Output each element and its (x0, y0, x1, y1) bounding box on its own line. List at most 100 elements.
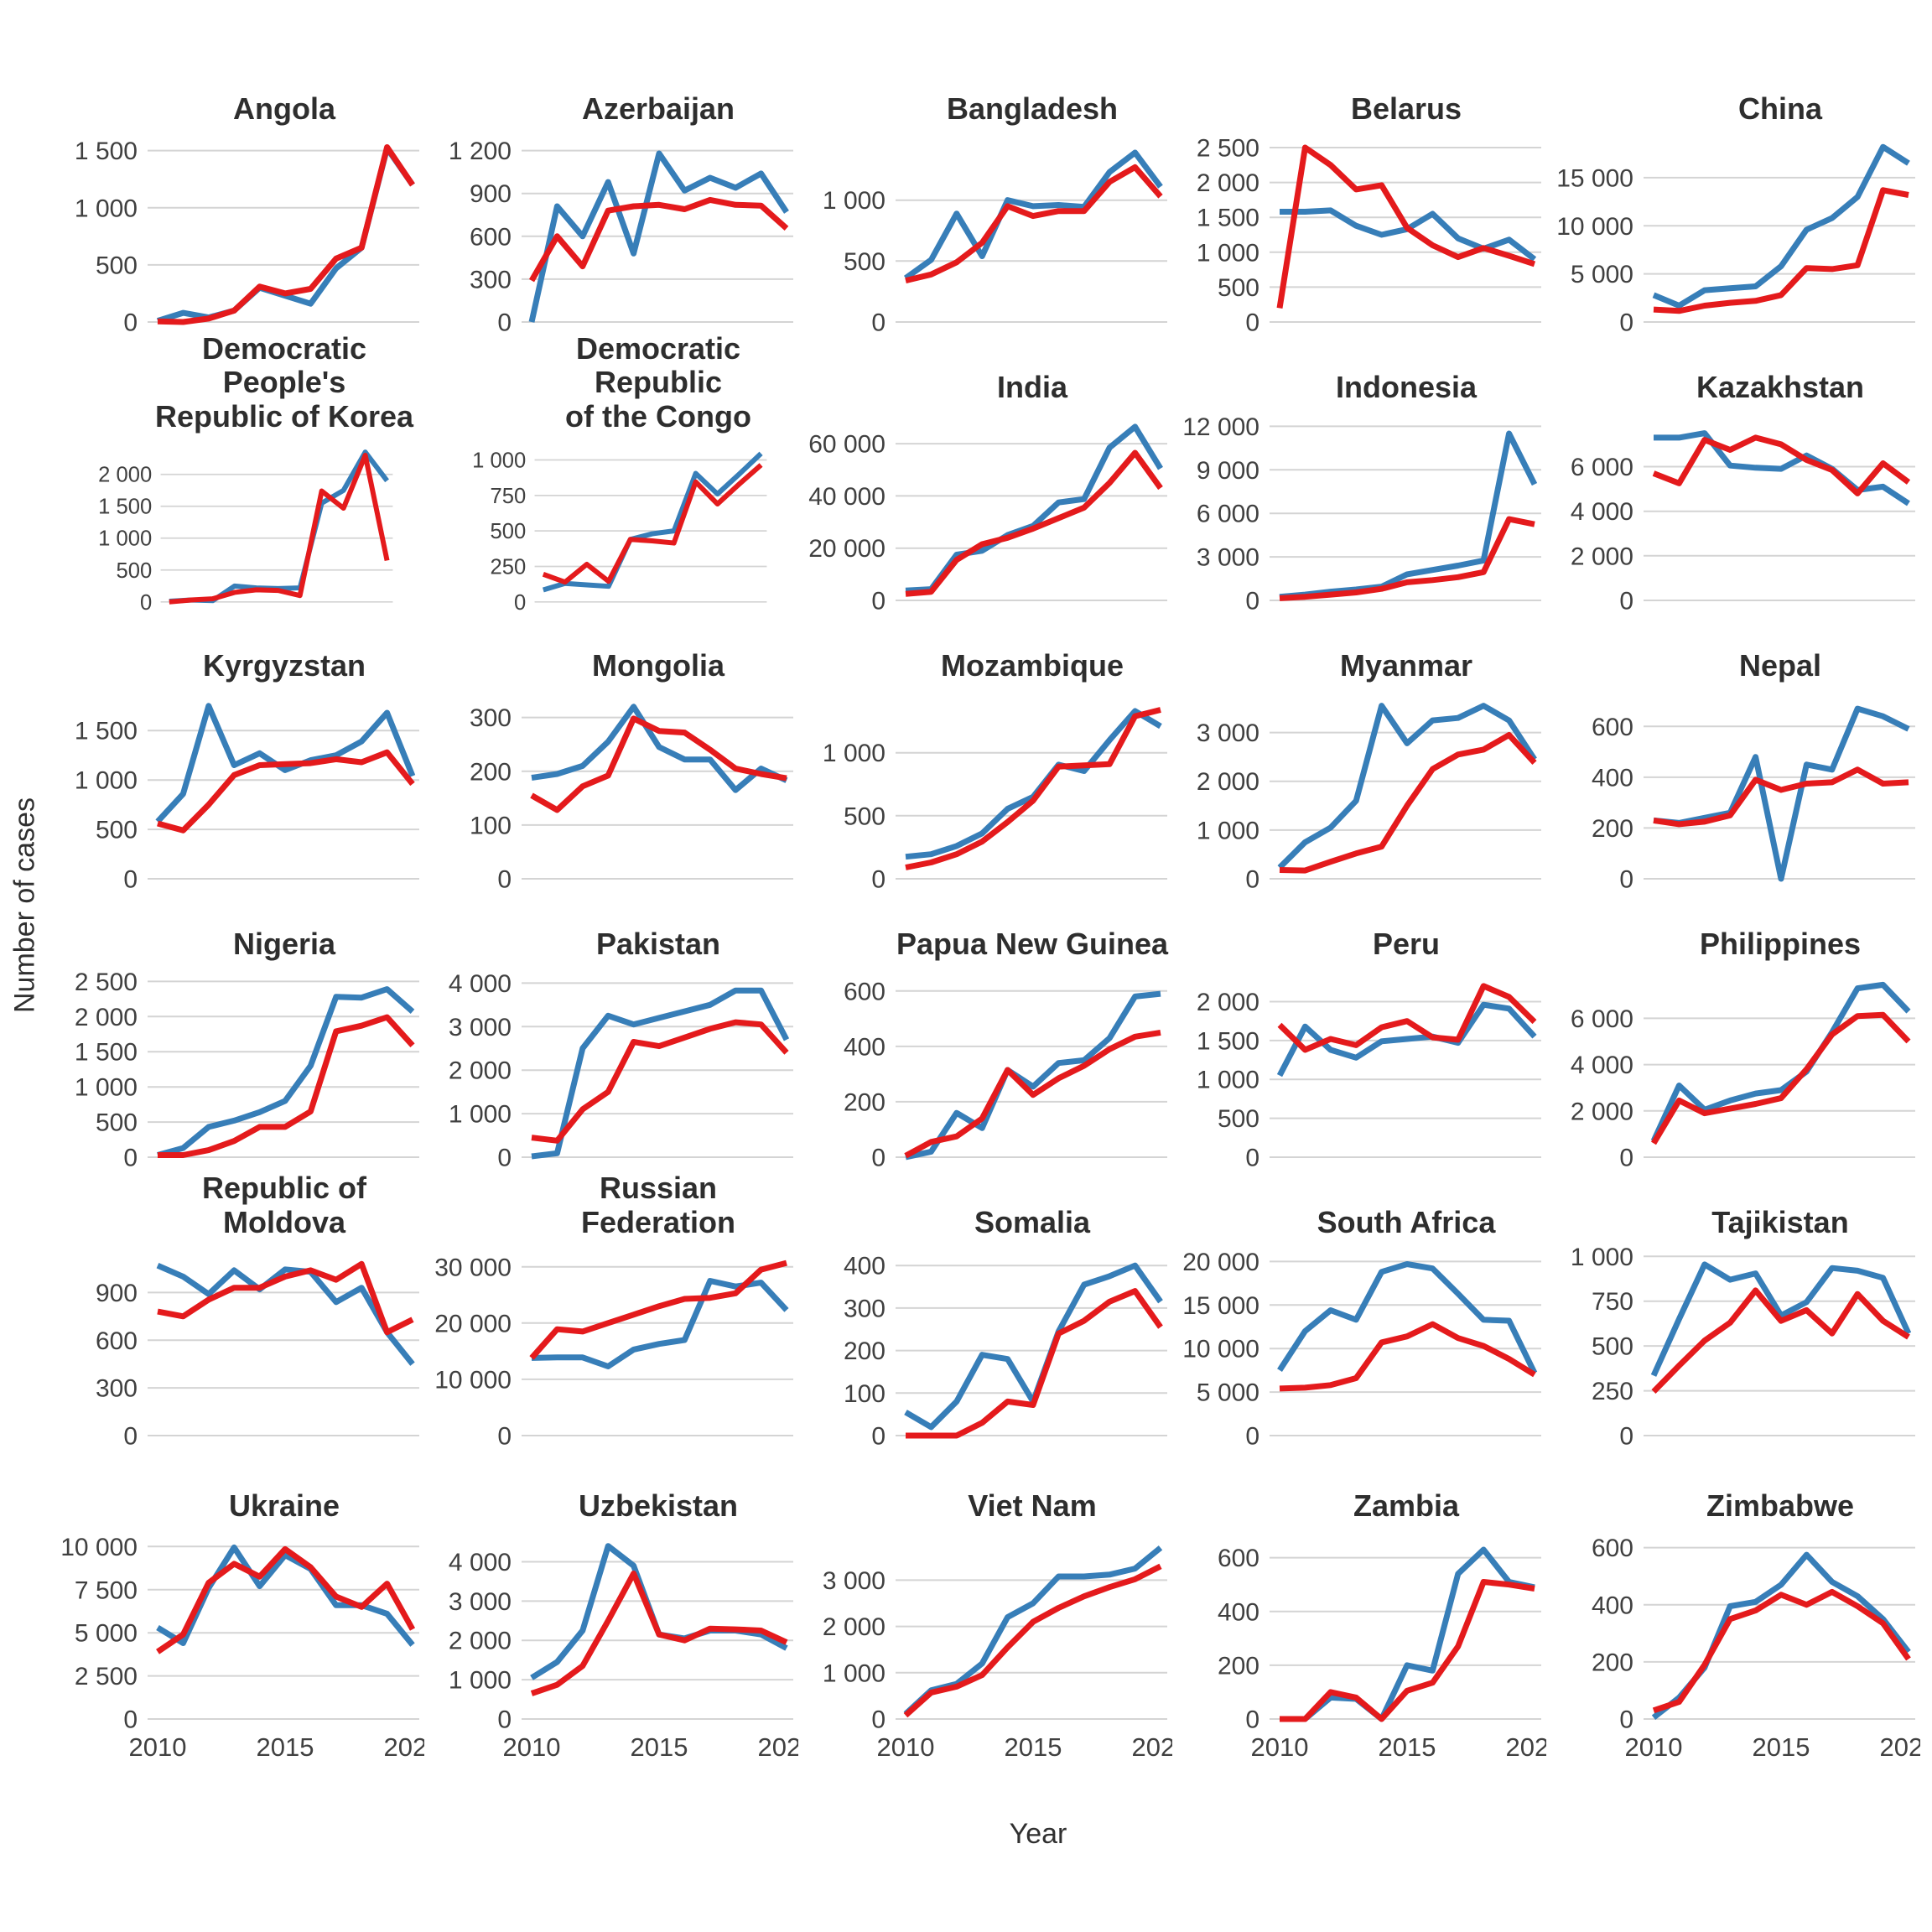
y-tick-label: 2 000 (1197, 768, 1259, 796)
y-tick-label: 0 (497, 866, 512, 890)
facet-title: Pakistan (595, 926, 721, 961)
y-tick-label: 3 000 (1197, 544, 1259, 572)
x-tick-label: 2015 (631, 1732, 688, 1762)
facet-plot: 0 5 000 10 000 15 000 20 000 (1182, 1249, 1541, 1446)
facet-title: Russian Federation (580, 1171, 736, 1239)
y-tick-label: 10 000 (434, 1366, 512, 1394)
series-red-line (905, 449, 1163, 597)
facet-zimbabwe: Zimbabwe 0 200 400 600 2010 2015 2020 (1546, 1446, 1920, 1773)
y-tick-label: 1 000 (1197, 1067, 1259, 1094)
y-tick-label: 200 (1218, 1652, 1259, 1680)
facet-zambia: Zambia 0 200 400 600 2010 2015 2020 (1172, 1446, 1546, 1773)
y-tick-label: 400 (844, 1253, 886, 1280)
facet-plot: 0 500 1 000 (823, 149, 1167, 332)
series-blue-line (905, 990, 1161, 1161)
y-tick-label: 600 (1592, 1535, 1633, 1562)
y-tick-label: 2 000 (823, 1613, 886, 1641)
facet-plot: 0 1 000 2 000 3 000 (1197, 703, 1541, 889)
facet-tajikistan: Tajikistan 0 250 500 750 1 000 (1546, 1167, 1920, 1446)
facet-plot: 0 500 1 000 1 500 2 000 (1197, 983, 1541, 1168)
y-tick-label: 2 000 (1197, 169, 1259, 197)
facet-title: Papua New Guinea (896, 926, 1169, 961)
facet-indonesia: Indonesia 0 3 000 6 000 9 000 12 000 (1172, 332, 1546, 610)
y-tick-label: 5 000 (1571, 261, 1633, 288)
x-tick-label: 2020 (758, 1732, 798, 1762)
series-red-line (905, 707, 1161, 870)
x-tick-label: 2015 (1379, 1732, 1436, 1762)
y-tick-label: 5 000 (75, 1620, 138, 1648)
y-tick-label: 0 (497, 309, 512, 333)
y-tick-label: 20 000 (1182, 1249, 1259, 1276)
facet-grid: Angola 0 500 1 000 1 500 Azerbaijan 0 300 600 900… (50, 54, 1920, 1773)
y-tick-label: 1 000 (823, 740, 886, 767)
facet-title: India (996, 369, 1067, 404)
y-tick-label: 500 (1218, 274, 1259, 302)
x-tick-label: 2010 (1251, 1732, 1309, 1762)
y-tick-label: 6 000 (1197, 501, 1259, 528)
y-tick-label: 200 (844, 1337, 886, 1365)
series-red-line (1652, 434, 1911, 496)
series-blue-line (528, 150, 789, 323)
y-tick-label: 0 (1619, 309, 1633, 333)
y-tick-label: 500 (844, 802, 886, 830)
facet-title: Peru (1372, 926, 1441, 961)
series-red-line (1279, 516, 1535, 601)
y-tick-label: 7 500 (75, 1576, 138, 1604)
series-red-line (157, 1260, 414, 1336)
y-tick-label: 600 (96, 1327, 138, 1355)
series-red-line (158, 1014, 415, 1158)
y-tick-label: 0 (1245, 1706, 1259, 1734)
series-blue-line (155, 703, 416, 824)
series-red-line (1279, 732, 1537, 874)
series-blue-line (905, 423, 1163, 594)
series-red-line (1276, 144, 1536, 309)
series-red-line (1280, 1579, 1535, 1722)
y-tick-label: 0 (140, 591, 152, 610)
facet-plot: 0 10 000 20 000 30 000 (434, 1254, 793, 1446)
facet-belarus: Belarus 0 500 1 000 1 500 2 000 2 500 (1172, 54, 1546, 332)
facet-title: Viet Nam (968, 1488, 1097, 1523)
y-tick-label: 500 (96, 252, 138, 279)
series-red-line (530, 1571, 788, 1696)
facet-plot: 0 500 1 000 1 500 2 000 2 500 (1197, 135, 1541, 333)
y-tick-label: 1 200 (449, 138, 512, 165)
y-tick-label: 2 500 (75, 1663, 138, 1690)
series-blue-line (157, 986, 415, 1158)
x-tick-label: 2020 (1880, 1732, 1920, 1762)
facet-title: Democratic People's Republic of Korea (154, 331, 414, 434)
y-axis-title: Number of cases (8, 797, 41, 1013)
facet-title: Ukraine (228, 1488, 340, 1523)
x-tick-label: 2010 (877, 1732, 935, 1762)
series-blue-line (531, 987, 790, 1160)
facet-title: Angola (233, 91, 335, 126)
y-tick-label: 600 (1592, 714, 1633, 741)
facet-south-africa: South Africa 0 5 000 10 000 15 000 20 000 (1172, 1167, 1546, 1446)
facet-plot: 0 1 000 2 000 3 000 2010 2015 2020 (823, 1545, 1172, 1762)
y-tick-label: 1 000 (75, 767, 138, 795)
series-blue-line (1650, 981, 1911, 1143)
y-tick-label: 2 000 (75, 1004, 138, 1031)
y-tick-label: 0 (1245, 309, 1259, 333)
y-tick-label: 15 000 (1182, 1292, 1259, 1320)
y-tick-label: 600 (1218, 1545, 1259, 1572)
y-tick-label: 12 000 (1182, 413, 1259, 441)
y-tick-label: 0 (1619, 1706, 1633, 1734)
facet-plot: 0 500 1 000 1 500 (75, 138, 419, 332)
y-tick-label: 500 (96, 817, 138, 844)
y-tick-label: 40 000 (808, 483, 886, 511)
series-red-line (1652, 1588, 1911, 1714)
facet-plot: 0 500 1 000 (823, 707, 1167, 889)
series-red-line (156, 1545, 416, 1654)
y-tick-label: 0 (1245, 1145, 1259, 1168)
y-tick-label: 750 (1592, 1288, 1633, 1316)
facet-title: Mozambique (940, 647, 1124, 683)
facet-plot: 0 250 500 750 1 000 (1571, 1244, 1915, 1446)
facet-plot: 0 200 400 600 (1592, 705, 1915, 889)
facet-plot: 0 20 000 40 000 60 000 (808, 423, 1167, 610)
series-blue-line (1277, 1261, 1538, 1374)
y-tick-label: 0 (1619, 1423, 1633, 1446)
y-tick-label: 1 500 (98, 496, 152, 519)
series-red-line (157, 144, 415, 325)
facet-title: Bangladesh (946, 91, 1119, 126)
facet-plot: 0 500 1 000 1 500 2 000 (98, 449, 393, 610)
